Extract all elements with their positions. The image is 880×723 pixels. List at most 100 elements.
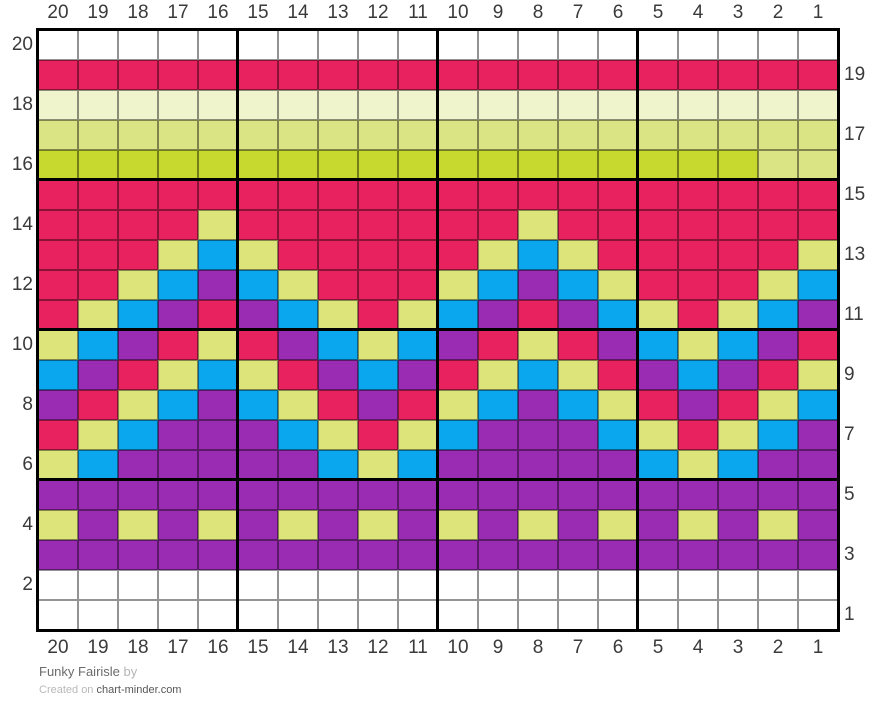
grid-cell bbox=[118, 210, 158, 240]
col-label-bottom: 8 bbox=[532, 637, 544, 658]
grid-cell bbox=[518, 360, 558, 390]
grid-cell bbox=[38, 150, 78, 180]
grid-cell bbox=[118, 120, 158, 150]
grid-cell bbox=[718, 300, 758, 330]
grid-cell bbox=[398, 120, 438, 150]
grid-cell bbox=[358, 180, 398, 210]
grid-cell bbox=[278, 210, 318, 240]
grid-cell bbox=[478, 330, 518, 360]
grid-cell bbox=[518, 210, 558, 240]
col-label-bottom: 15 bbox=[247, 637, 269, 658]
grid-cell bbox=[798, 60, 838, 90]
grid-cell bbox=[518, 450, 558, 480]
grid-cell bbox=[558, 30, 598, 60]
grid-cell bbox=[38, 570, 78, 600]
grid-cell bbox=[478, 570, 518, 600]
grid-cell bbox=[798, 360, 838, 390]
grid-cell bbox=[278, 60, 318, 90]
grid-cell bbox=[198, 330, 238, 360]
grid-cell bbox=[638, 90, 678, 120]
grid-cell bbox=[238, 210, 278, 240]
grid-cell bbox=[358, 510, 398, 540]
grid-cell bbox=[358, 300, 398, 330]
site-link[interactable]: chart-minder.com bbox=[96, 684, 182, 696]
grid-cell bbox=[278, 270, 318, 300]
grid-cell bbox=[358, 90, 398, 120]
grid-cell bbox=[478, 30, 518, 60]
grid-cell bbox=[478, 150, 518, 180]
grid-cell bbox=[558, 270, 598, 300]
grid-cell bbox=[718, 180, 758, 210]
grid-cell bbox=[678, 150, 718, 180]
grid-cell bbox=[318, 300, 358, 330]
col-label-top: 7 bbox=[572, 2, 584, 23]
grid-cell bbox=[798, 330, 838, 360]
grid-cell bbox=[198, 180, 238, 210]
grid-cell bbox=[358, 330, 398, 360]
col-label-bottom: 19 bbox=[87, 637, 109, 658]
grid-cell bbox=[798, 450, 838, 480]
grid-cell bbox=[638, 450, 678, 480]
grid-cell bbox=[478, 450, 518, 480]
grid-cell bbox=[558, 120, 598, 150]
grid-cell bbox=[78, 510, 118, 540]
grid-cell bbox=[198, 240, 238, 270]
grid-cell bbox=[38, 480, 78, 510]
row-label-right: 19 bbox=[844, 64, 866, 85]
grid-cell bbox=[38, 600, 78, 630]
grid-cell bbox=[118, 270, 158, 300]
grid-cell bbox=[358, 270, 398, 300]
col-label-top: 19 bbox=[87, 2, 109, 23]
grid-cell bbox=[438, 420, 478, 450]
grid-cell bbox=[78, 540, 118, 570]
grid-cell bbox=[438, 450, 478, 480]
grid-cell bbox=[78, 120, 118, 150]
grid-cell bbox=[318, 450, 358, 480]
col-label-bottom: 9 bbox=[492, 637, 504, 658]
grid-cell bbox=[678, 570, 718, 600]
grid-cell bbox=[118, 180, 158, 210]
grid-cell bbox=[518, 180, 558, 210]
grid-cell bbox=[318, 330, 358, 360]
grid-cell bbox=[118, 330, 158, 360]
grid-cell bbox=[798, 300, 838, 330]
grid-cell bbox=[198, 450, 238, 480]
grid-cell bbox=[798, 150, 838, 180]
row-label-left: 6 bbox=[22, 454, 33, 475]
grid-cell bbox=[278, 600, 318, 630]
col-label-top: 20 bbox=[47, 2, 69, 23]
grid-cell bbox=[558, 420, 598, 450]
row-label-left: 16 bbox=[11, 154, 33, 175]
grid-cell bbox=[518, 60, 558, 90]
grid-cell bbox=[798, 600, 838, 630]
grid-cell bbox=[718, 390, 758, 420]
grid-cell bbox=[318, 120, 358, 150]
grid-cell bbox=[558, 210, 598, 240]
grid-cell bbox=[718, 90, 758, 120]
grid-cell bbox=[638, 60, 678, 90]
grid-cell bbox=[478, 180, 518, 210]
grid-cell bbox=[798, 180, 838, 210]
grid-cell bbox=[398, 330, 438, 360]
grid-cell bbox=[38, 510, 78, 540]
grid-cell bbox=[158, 180, 198, 210]
col-label-top: 18 bbox=[127, 2, 149, 23]
created-on-text: Created on bbox=[39, 684, 94, 696]
row-label-left: 20 bbox=[11, 34, 33, 55]
grid-cell bbox=[678, 450, 718, 480]
grid-cell bbox=[758, 480, 798, 510]
grid-cell bbox=[718, 360, 758, 390]
grid-cell bbox=[438, 570, 478, 600]
grid-cell bbox=[358, 30, 398, 60]
grid-cell bbox=[38, 270, 78, 300]
grid-cell bbox=[438, 540, 478, 570]
grid-cell bbox=[798, 510, 838, 540]
row-label-right: 17 bbox=[844, 124, 866, 145]
grid-cell bbox=[518, 330, 558, 360]
grid-cell bbox=[758, 120, 798, 150]
col-label-top: 2 bbox=[772, 2, 784, 23]
grid-cell bbox=[718, 450, 758, 480]
grid-cell bbox=[518, 90, 558, 120]
grid-cell bbox=[78, 270, 118, 300]
grid-cell bbox=[78, 30, 118, 60]
